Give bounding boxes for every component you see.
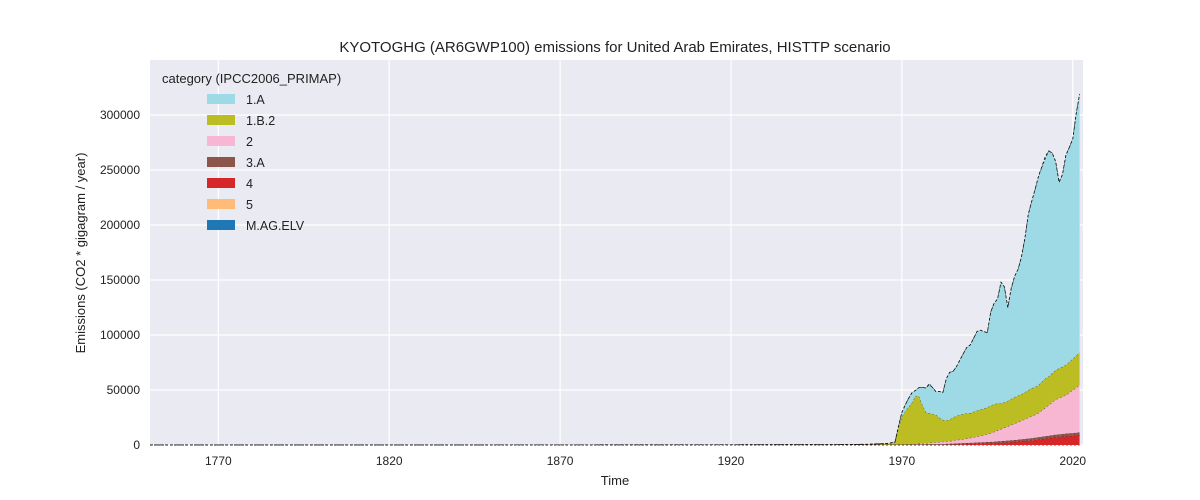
x-axis-label: Time	[601, 473, 629, 488]
legend-label: 1.B.2	[246, 114, 275, 128]
y-tick-label: 200000	[100, 218, 140, 232]
legend-label: 1.A	[246, 93, 265, 107]
area-1-b-2-boundary	[149, 352, 1080, 446]
x-tick-label: 1920	[718, 454, 745, 468]
plot-background	[150, 60, 1083, 445]
legend-label: 3.A	[246, 156, 265, 170]
legend-swatch	[207, 115, 235, 125]
x-axis-ticks: 1770 1820 1870 1920 1970 2020	[205, 454, 1086, 468]
y-tick-label: 0	[133, 438, 140, 452]
legend-label: M.AG.ELV	[246, 219, 305, 233]
x-tick-label: 1870	[547, 454, 574, 468]
total-line	[149, 94, 1080, 446]
area-2	[150, 385, 1080, 445]
legend-label: 4	[246, 177, 253, 191]
legend-swatch	[207, 94, 235, 104]
y-tick-label: 50000	[107, 383, 141, 397]
legend-swatch	[207, 199, 235, 209]
x-tick-label: 1770	[205, 454, 232, 468]
x-tick-label: 1820	[376, 454, 403, 468]
chart-title: KYOTOGHG (AR6GWP100) emissions for Unite…	[339, 39, 890, 56]
total-outline	[149, 94, 1080, 446]
y-axis-label: Emissions (CO2 * gigagram / year)	[73, 153, 88, 354]
x-tick-label: 1970	[889, 454, 916, 468]
area-4	[150, 435, 1080, 445]
legend-label: 5	[246, 198, 253, 212]
legend-label: 2	[246, 135, 253, 149]
legend-swatch	[207, 157, 235, 167]
y-tick-label: 100000	[100, 328, 140, 342]
y-axis-ticks: 0 50000 100000 150000 200000 250000 300000	[100, 108, 140, 452]
legend-swatch	[207, 136, 235, 146]
y-tick-label: 300000	[100, 108, 140, 122]
legend-swatch	[207, 178, 235, 188]
x-tick-label: 2020	[1059, 454, 1086, 468]
stacked-areas	[149, 94, 1080, 446]
y-tick-label: 250000	[100, 163, 140, 177]
y-tick-label: 150000	[100, 273, 140, 287]
legend-swatch	[207, 220, 235, 230]
area-2-boundary	[149, 384, 1080, 446]
legend-title: category (IPCC2006_PRIMAP)	[162, 71, 341, 86]
legend: category (IPCC2006_PRIMAP) 1.A 1.B.2 2 3.A 4…	[162, 71, 341, 233]
